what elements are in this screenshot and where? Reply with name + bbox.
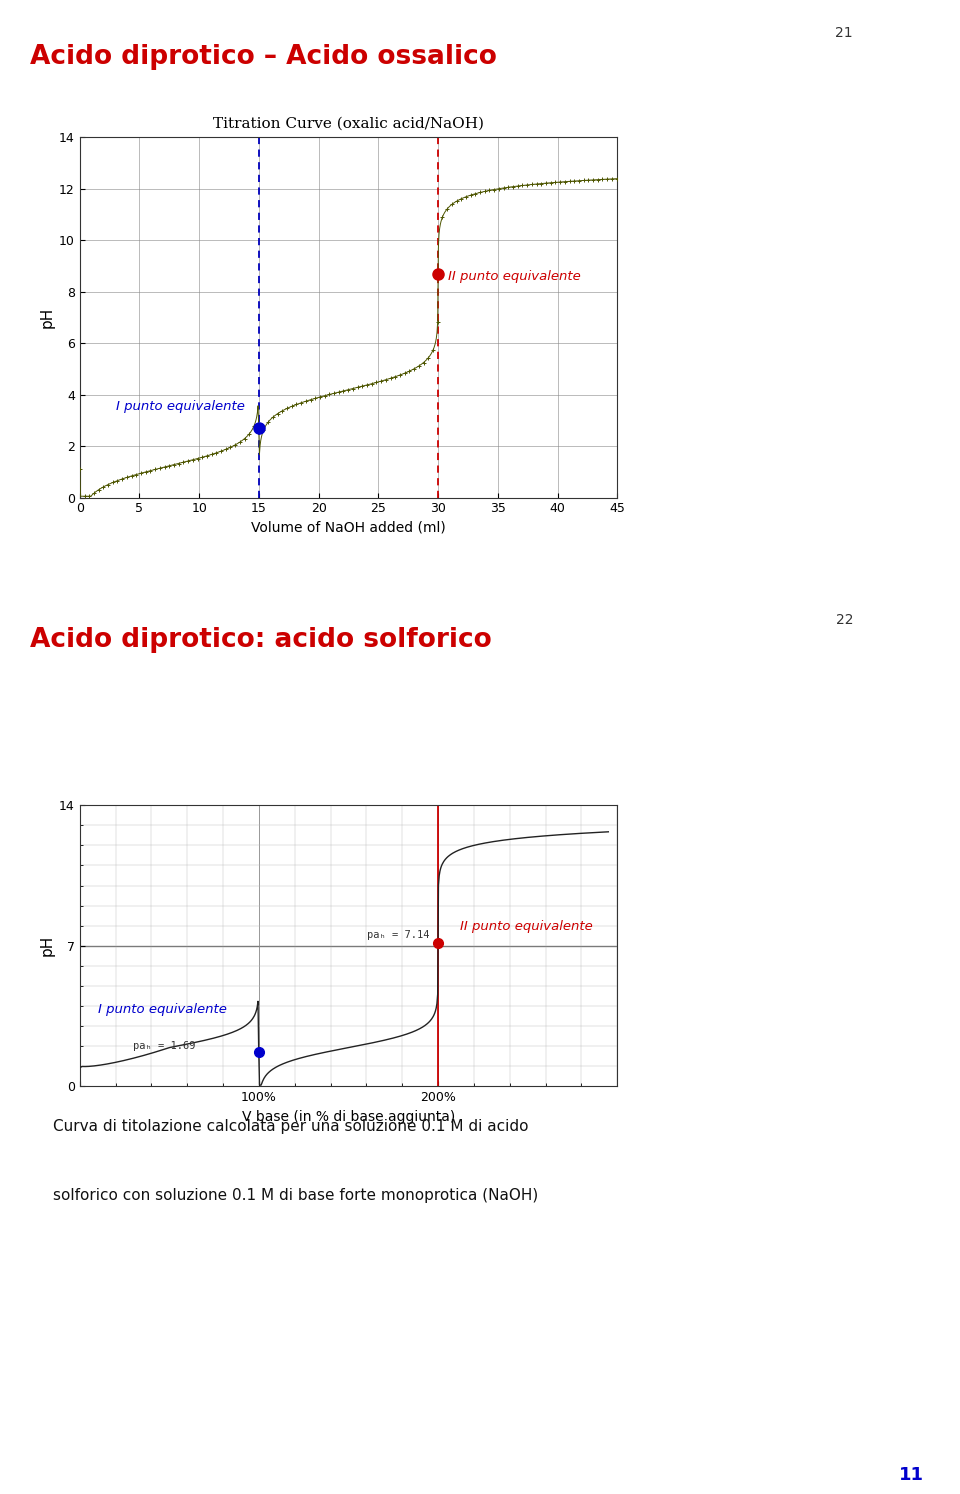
Text: Acido diprotico: acido solforico: Acido diprotico: acido solforico	[30, 627, 492, 653]
Y-axis label: pH: pH	[39, 306, 55, 329]
X-axis label: Volume of NaOH added (ml): Volume of NaOH added (ml)	[252, 521, 445, 535]
Text: Acido diprotico – Acido ossalico: Acido diprotico – Acido ossalico	[30, 43, 496, 70]
Text: paₕ = 7.14: paₕ = 7.14	[367, 929, 429, 940]
Y-axis label: pH: pH	[40, 935, 55, 956]
Text: II punto equivalente: II punto equivalente	[447, 270, 581, 282]
Text: paₕ = 1.69: paₕ = 1.69	[133, 1041, 196, 1052]
Text: solforico con soluzione 0.1 M di base forte monoprotica (NaOH): solforico con soluzione 0.1 M di base fo…	[53, 1188, 538, 1203]
Text: I punto equivalente: I punto equivalente	[115, 399, 245, 412]
Text: 22: 22	[835, 613, 853, 627]
Title: Titration Curve (oxalic acid/NaOH): Titration Curve (oxalic acid/NaOH)	[213, 117, 484, 131]
Text: 11: 11	[899, 1466, 924, 1484]
Text: Curva di titolazione calcolata per una soluzione 0.1 M di acido: Curva di titolazione calcolata per una s…	[53, 1119, 528, 1134]
X-axis label: V base (in % di base aggiunta): V base (in % di base aggiunta)	[242, 1110, 455, 1123]
Text: II punto equivalente: II punto equivalente	[460, 920, 592, 932]
Text: 21: 21	[835, 27, 853, 40]
Text: I punto equivalente: I punto equivalente	[98, 1002, 227, 1016]
